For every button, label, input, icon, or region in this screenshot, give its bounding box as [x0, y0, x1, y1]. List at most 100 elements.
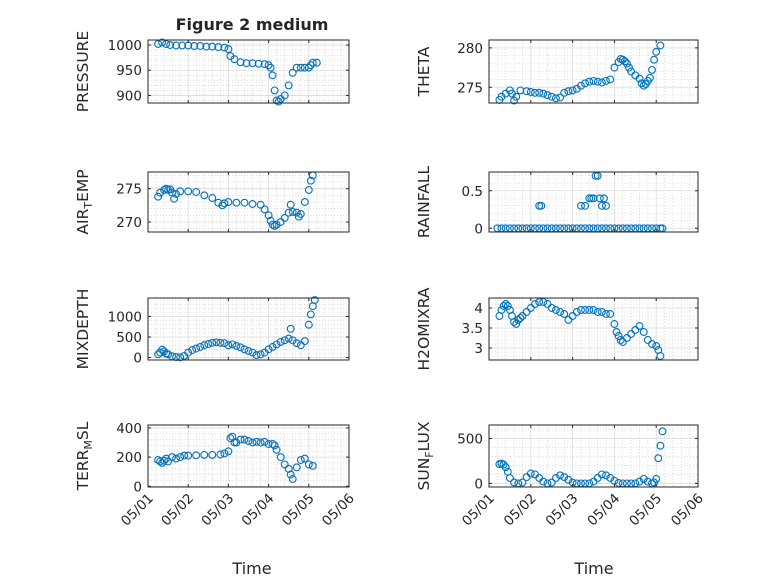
data-point [236, 58, 245, 67]
data-point [499, 302, 508, 310]
data-point [224, 447, 233, 456]
data-point [547, 478, 556, 487]
data-point [610, 320, 619, 328]
data-point [510, 96, 519, 105]
data-point [224, 198, 233, 206]
data-point [300, 454, 309, 463]
ytick-label: 270 [116, 215, 142, 231]
data-point [635, 477, 644, 486]
data-point [202, 42, 211, 51]
data-point [589, 76, 598, 85]
data-point [268, 220, 277, 229]
xlabel-right: Time [573, 559, 613, 578]
data-point [501, 463, 510, 472]
axes-box [147, 171, 350, 233]
data-point [556, 93, 565, 102]
data-point [643, 336, 652, 344]
data-point [296, 341, 305, 350]
data-point [300, 198, 309, 206]
data-point [627, 330, 636, 338]
data-point [497, 306, 506, 314]
figure-title: Figure 2 medium [176, 15, 329, 34]
data-point [656, 441, 665, 450]
data-point [639, 328, 648, 336]
ytick-label: 500 [457, 431, 483, 447]
data-point [256, 350, 265, 359]
data-point [531, 300, 539, 308]
data-point [220, 43, 229, 52]
data-point [164, 457, 173, 466]
xlabel-left: Time [231, 559, 271, 578]
plot-area [148, 40, 349, 103]
data-point [537, 201, 546, 210]
data-point [526, 88, 535, 96]
data-point [224, 341, 233, 350]
data-point [284, 81, 293, 90]
data-point [551, 474, 560, 482]
data-series [495, 298, 665, 360]
data-point [256, 200, 265, 209]
data-point [304, 320, 313, 329]
subplot-pressure: 900 950 1000 PRESSURE [74, 31, 350, 112]
data-point [547, 92, 556, 101]
data-point [560, 88, 569, 97]
data-point [242, 59, 251, 68]
data-point [602, 471, 610, 480]
data-point [510, 318, 519, 326]
data-point [539, 477, 548, 486]
xtick-label: 05/03 [543, 491, 582, 530]
data-point [310, 296, 319, 305]
axes-box [147, 424, 350, 488]
data-point [248, 59, 257, 68]
xtick-label: 05/03 [198, 491, 237, 530]
data-point [622, 334, 631, 342]
data-point [208, 194, 217, 202]
data-point [214, 198, 223, 207]
data-point [288, 475, 297, 483]
data-point [292, 208, 301, 217]
subplot-terr-msl: 0 200 400 TERRMSL 05/01 05/02 05/03 05/04 05/05 0… [74, 421, 358, 529]
data-point [232, 342, 241, 350]
data-point [631, 326, 640, 334]
data-point [280, 91, 289, 100]
data-point [560, 473, 569, 482]
subplot-sun-flux: 0 500 SUNFLUX 05/01 05/02 05/03 05/04 05/05 05/0… [415, 421, 707, 529]
data-point [556, 308, 565, 316]
data-point [300, 337, 309, 346]
data-point [625, 63, 633, 72]
data-point [593, 308, 602, 316]
data-point [192, 344, 201, 353]
data-point [248, 200, 257, 208]
xtick-label: 05/05 [626, 491, 665, 530]
ylabel-mixdepth: MIXDEPTH [74, 289, 92, 370]
ytick-label: 275 [116, 182, 142, 198]
data-point [178, 41, 187, 50]
subplot-air-temp: 270 275 AIRTEMP [74, 169, 350, 235]
data-point [284, 334, 293, 343]
data-point [522, 308, 531, 316]
data-point [581, 201, 590, 210]
data-point [606, 75, 615, 84]
data-point [180, 451, 189, 460]
axes-box [488, 171, 699, 233]
data-point [280, 214, 289, 222]
data-point [172, 454, 181, 463]
data-point [535, 201, 544, 210]
data-point [188, 346, 197, 355]
data-point [652, 474, 661, 483]
data-point [224, 45, 233, 54]
data-point [547, 304, 556, 312]
data-point [248, 438, 257, 447]
data-point [581, 306, 590, 314]
data-point [516, 314, 525, 322]
ytick-label: 3 [474, 341, 483, 357]
data-point [518, 312, 527, 320]
data-point [220, 449, 229, 458]
subplot-mixdepth: 0 500 1000 MIXDEPTH [74, 289, 350, 370]
data-point [264, 61, 273, 70]
data-point [602, 201, 610, 210]
data-series [154, 38, 321, 106]
data-point [228, 340, 237, 349]
data-point [208, 450, 217, 459]
